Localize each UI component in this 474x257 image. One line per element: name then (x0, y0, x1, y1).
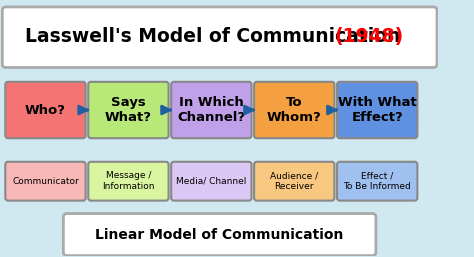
FancyBboxPatch shape (88, 82, 169, 138)
FancyBboxPatch shape (171, 82, 252, 138)
Text: In Which
Channel?: In Which Channel? (177, 96, 246, 124)
Text: Lasswell's Model of Communication: Lasswell's Model of Communication (26, 27, 407, 47)
Text: Message /
Information: Message / Information (102, 171, 155, 191)
Text: Linear Model of Communication: Linear Model of Communication (95, 228, 344, 242)
FancyBboxPatch shape (254, 162, 335, 201)
Text: Media/ Channel: Media/ Channel (176, 177, 246, 186)
FancyBboxPatch shape (254, 82, 335, 138)
Text: Effect /
To Be Informed: Effect / To Be Informed (343, 171, 411, 191)
FancyBboxPatch shape (171, 162, 252, 201)
Text: To
Whom?: To Whom? (267, 96, 322, 124)
Text: Audience /
Receiver: Audience / Receiver (270, 171, 319, 191)
Text: With What
Effect?: With What Effect? (338, 96, 417, 124)
Text: (1948): (1948) (334, 27, 403, 47)
FancyBboxPatch shape (337, 162, 418, 201)
FancyBboxPatch shape (88, 162, 169, 201)
Text: Communicator: Communicator (12, 177, 79, 186)
FancyBboxPatch shape (5, 82, 86, 138)
Text: Says
What?: Says What? (105, 96, 152, 124)
Text: Who?: Who? (25, 104, 66, 116)
FancyBboxPatch shape (64, 214, 376, 256)
FancyBboxPatch shape (5, 162, 86, 201)
FancyBboxPatch shape (2, 7, 437, 68)
FancyBboxPatch shape (337, 82, 418, 138)
